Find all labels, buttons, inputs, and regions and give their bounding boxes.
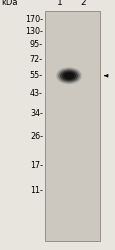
- Text: 130-: 130-: [25, 27, 43, 36]
- Text: 34-: 34-: [30, 109, 43, 118]
- Text: 43-: 43-: [30, 88, 43, 98]
- Text: 1: 1: [57, 0, 63, 7]
- Ellipse shape: [62, 72, 75, 80]
- Text: 26-: 26-: [30, 132, 43, 141]
- Text: 11-: 11-: [30, 186, 43, 195]
- Bar: [45, 11, 99, 241]
- Ellipse shape: [60, 71, 77, 81]
- Text: kDa: kDa: [1, 0, 17, 7]
- Text: 95-: 95-: [30, 40, 43, 49]
- Text: 55-: 55-: [30, 71, 43, 80]
- Text: 72-: 72-: [30, 55, 43, 64]
- Ellipse shape: [64, 73, 73, 78]
- Text: 170-: 170-: [25, 16, 43, 24]
- Ellipse shape: [58, 70, 79, 82]
- Ellipse shape: [56, 68, 80, 84]
- Text: 17-: 17-: [30, 161, 43, 170]
- Text: 2: 2: [80, 0, 86, 7]
